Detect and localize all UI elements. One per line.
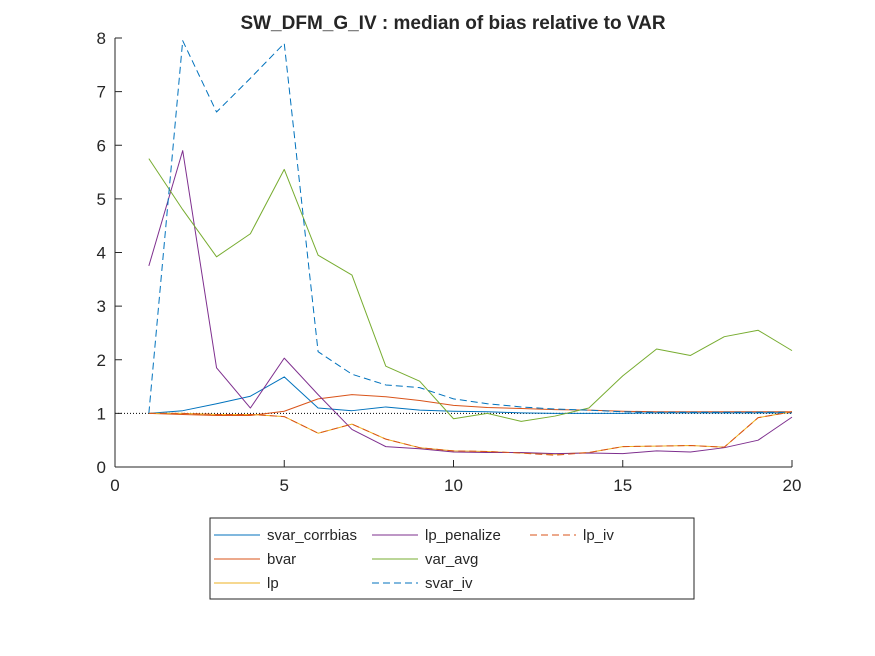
- series-line-var-avg: [148, 158, 793, 422]
- axes: 0 5 10 15 20 0 1 2 3 4 5 6 7 8: [97, 29, 802, 495]
- x-tick-label: 15: [613, 476, 632, 495]
- y-tick-label: 7: [97, 83, 106, 102]
- legend-label-lp: lp: [267, 575, 279, 592]
- legend-label-svar-corrbias: svar_corrbias: [267, 527, 357, 544]
- legend-label-bvar: bvar: [267, 551, 296, 568]
- y-tick-label: 3: [97, 297, 106, 316]
- series-layer: [148, 40, 793, 456]
- legend-label-lp-penalize: lp_penalize: [425, 527, 501, 544]
- y-tick-label: 4: [97, 244, 106, 263]
- x-tick-label: 0: [110, 476, 119, 495]
- y-tick-label: 6: [97, 136, 106, 155]
- y-tick-label: 8: [97, 29, 106, 48]
- y-tick-label: 0: [97, 458, 106, 477]
- series-line-lp-iv: [148, 411, 793, 456]
- plot-area: 0 5 10 15 20 0 1 2 3 4 5 6 7 8: [97, 29, 802, 495]
- x-tick-label: 10: [444, 476, 463, 495]
- series-line-svar-corrbias: [148, 376, 792, 414]
- series-line-svar-iv: [148, 40, 792, 414]
- y-tick-label: 2: [97, 351, 106, 370]
- plot-background: [115, 38, 792, 467]
- chart-title: SW_DFM_G_IV : median of bias relative to…: [240, 13, 665, 34]
- legend-label-var-avg: var_avg: [425, 551, 478, 568]
- x-tick-label: 5: [280, 476, 289, 495]
- x-tick-label: 20: [783, 476, 802, 495]
- legend-label-svar-iv: svar_iv: [425, 575, 473, 592]
- legend-label-lp-iv: lp_iv: [583, 527, 614, 544]
- y-tick-label: 5: [97, 190, 106, 209]
- legend-box: [209, 517, 695, 600]
- series-line-lp-penalize: [148, 150, 793, 455]
- y-tick-label: 1: [97, 404, 106, 423]
